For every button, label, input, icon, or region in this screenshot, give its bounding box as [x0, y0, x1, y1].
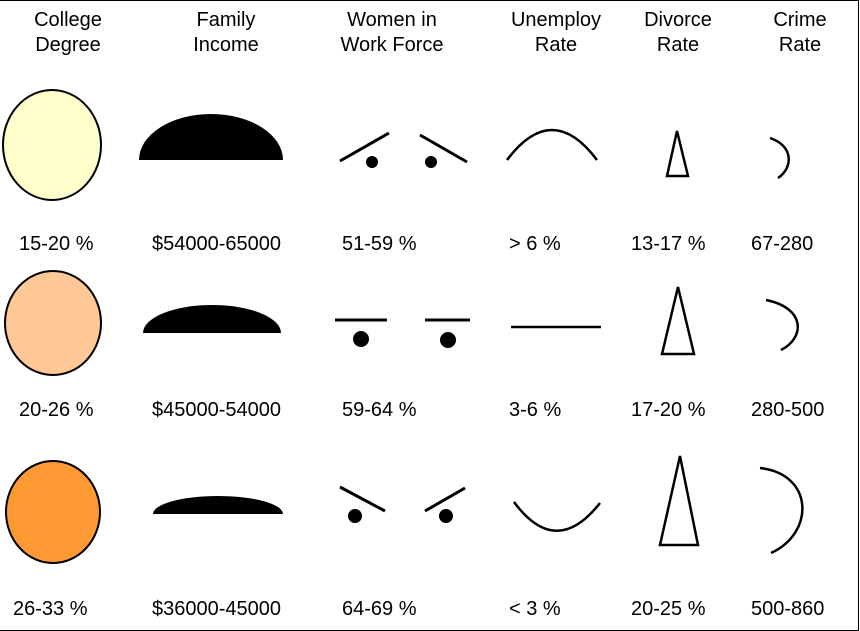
- nose-divorce-rate: [658, 455, 700, 547]
- chin-shape-family-income: [153, 496, 283, 514]
- face-shape-college-degree: [4, 270, 102, 376]
- eyes-women-in-work-force: [335, 318, 470, 348]
- header-crime-rate: Crime Rate: [773, 9, 827, 56]
- value-family-income: $54000-65000: [152, 233, 282, 255]
- eyes-women-in-work-force: [339, 131, 468, 168]
- value-college-degree: 15-20 %: [19, 233, 94, 255]
- value-crime-rate: 500-860: [751, 598, 825, 620]
- glyph-row-2: [4, 270, 799, 376]
- value-women-in-work-force: 64-69 %: [342, 598, 417, 620]
- mouth-unemploy-rate: [506, 128, 598, 161]
- header-college-degree: College Degree: [34, 9, 102, 56]
- value-divorce-rate: 13-17 %: [631, 233, 706, 255]
- value-college-degree: 20-26 %: [19, 399, 94, 421]
- value-crime-rate: 67-280: [751, 233, 814, 255]
- face-shape-college-degree: [5, 460, 101, 564]
- eyes-women-in-work-force: [339, 485, 466, 523]
- value-women-in-work-force: 51-59 %: [342, 233, 417, 255]
- value-unemploy-rate: 3-6 %: [509, 399, 562, 421]
- value-family-income: $36000-45000: [152, 598, 282, 620]
- header-family-income: Family Income: [193, 9, 259, 56]
- value-crime-rate: 280-500: [751, 399, 825, 421]
- ear-crime-rate: [769, 136, 790, 180]
- header-divorce-rate: Divorce Rate: [644, 9, 712, 56]
- header-unemploy-rate: Unemploy Rate: [510, 9, 602, 56]
- chin-shape-family-income: [143, 305, 281, 333]
- face-shape-college-degree: [2, 89, 102, 201]
- value-family-income: $45000-54000: [152, 399, 282, 421]
- nose-divorce-rate: [660, 286, 696, 356]
- chin-shape-family-income: [139, 114, 283, 160]
- header-women-in-work-force: Women in Work Force: [340, 9, 444, 56]
- glyph-row-1: [2, 89, 790, 201]
- mouth-unemploy-rate: [512, 501, 601, 532]
- value-college-degree: 26-33 %: [13, 598, 88, 620]
- value-women-in-work-force: 59-64 %: [342, 399, 417, 421]
- value-unemploy-rate: > 6 %: [509, 233, 561, 255]
- value-unemploy-rate: < 3 %: [509, 598, 561, 620]
- value-divorce-rate: 17-20 %: [631, 399, 706, 421]
- ear-crime-rate: [759, 466, 804, 555]
- value-divorce-rate: 20-25 %: [631, 598, 706, 620]
- nose-divorce-rate: [665, 130, 690, 178]
- ear-crime-rate: [765, 298, 799, 352]
- glyph-row-3: [5, 455, 804, 564]
